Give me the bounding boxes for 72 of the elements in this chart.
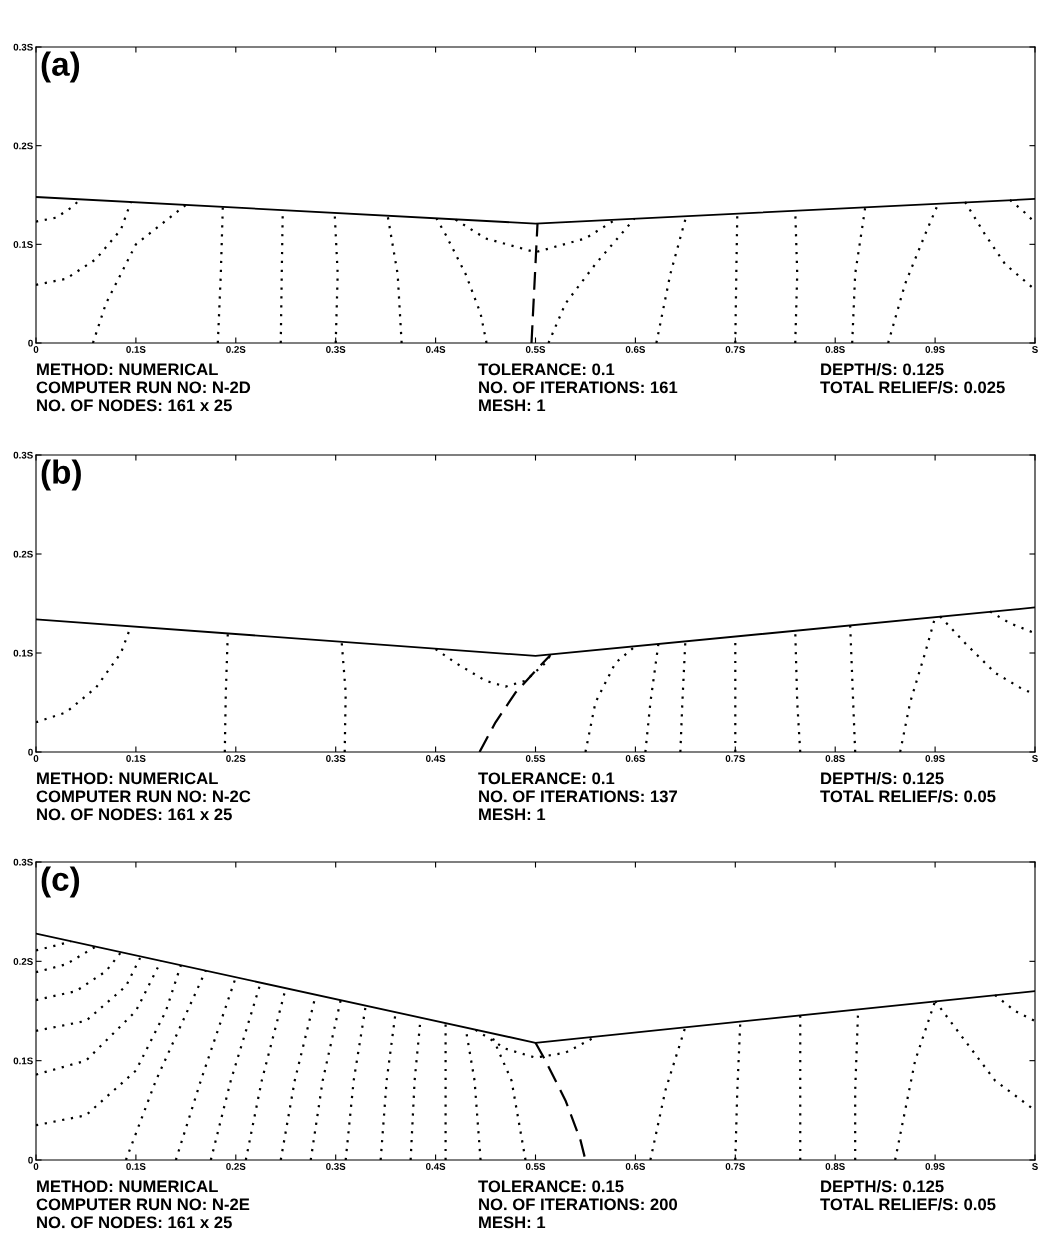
x-tick-label: 0.9S bbox=[925, 1163, 945, 1170]
text: NO. OF ITERATIONS: 200 bbox=[479, 1198, 678, 1211]
y-tick-label: 0.1S bbox=[13, 649, 33, 657]
x-tick-label: 0 bbox=[33, 1163, 39, 1170]
chart-title: (a) bbox=[41, 51, 80, 83]
text: NO. OF NODES: 161 x 25 bbox=[37, 1216, 232, 1229]
x-tick-label: 0.7S bbox=[725, 755, 745, 762]
x-tick-label: 0.9S bbox=[925, 346, 945, 353]
y-tick-label: 0.1S bbox=[13, 241, 33, 248]
text: NO. OF NODES: 161 x 25 bbox=[37, 399, 232, 412]
y-tick-label: 0.3S bbox=[13, 858, 33, 866]
y-tick-label: 0.1S bbox=[13, 1057, 33, 1065]
y-tick-label: 0.3S bbox=[13, 451, 33, 459]
text: TOLERANCE: 0.15 bbox=[478, 1180, 624, 1193]
text: MESH: 1 bbox=[479, 808, 546, 821]
y-tick-label: 0 bbox=[28, 339, 33, 347]
x-tick-label: 0.5S bbox=[525, 1163, 546, 1170]
x-tick-label: S bbox=[1032, 1163, 1038, 1170]
x-tick-label: 0 bbox=[33, 755, 39, 762]
text: NO. OF ITERATIONS: 161 bbox=[479, 381, 678, 394]
y-tick-label: 0 bbox=[28, 748, 33, 756]
text: DEPTH/S: 0.125 bbox=[821, 363, 944, 376]
x-tick-label: 0 bbox=[33, 346, 39, 353]
x-tick-label: 0.3S bbox=[326, 755, 346, 762]
x-tick-label: 0.2S bbox=[226, 1163, 246, 1170]
y-tick-label: 0 bbox=[28, 1156, 33, 1164]
text: TOTAL RELIEF/S: 0.025 bbox=[820, 381, 1005, 394]
x-tick-label: 0.5S bbox=[525, 755, 546, 762]
x-tick-label: S bbox=[1032, 346, 1038, 353]
text: TOTAL RELIEF/S: 0.05 bbox=[820, 1198, 996, 1211]
text: METHOD: NUMERICAL bbox=[37, 772, 218, 785]
x-tick-label: S bbox=[1032, 755, 1038, 762]
x-tick-label: 0.2S bbox=[226, 346, 246, 353]
x-tick-label: 0.3S bbox=[326, 346, 346, 353]
x-tick-label: 0.9S bbox=[925, 755, 945, 762]
text: TOLERANCE: 0.1 bbox=[478, 772, 615, 785]
x-tick-label: 0.6S bbox=[625, 755, 646, 762]
chart-title: (c) bbox=[41, 866, 80, 898]
text: NO. OF ITERATIONS: 137 bbox=[479, 790, 677, 803]
y-tick-label: 0.3S bbox=[13, 43, 33, 51]
x-tick-label: 0.5S bbox=[525, 346, 546, 353]
x-tick-label: 0.3S bbox=[326, 1163, 346, 1170]
x-tick-label: 0.8S bbox=[825, 755, 845, 762]
text: MESH: 1 bbox=[479, 1216, 546, 1229]
x-tick-label: 0.8S bbox=[825, 1163, 845, 1170]
text: COMPUTER RUN NO: N-2E bbox=[36, 1198, 250, 1211]
x-tick-label: 0.6S bbox=[625, 1163, 646, 1170]
text: COMPUTER RUN NO: N-2D bbox=[36, 381, 251, 394]
x-tick-label: 0.2S bbox=[226, 755, 246, 762]
x-tick-label: 0.7S bbox=[725, 346, 745, 353]
x-tick-label: 0.1S bbox=[126, 1163, 146, 1170]
chart-title: (b) bbox=[41, 459, 81, 491]
x-tick-label: 0.4S bbox=[425, 755, 446, 762]
x-tick-label: 0.8S bbox=[825, 346, 845, 353]
text: COMPUTER RUN NO: N-2C bbox=[36, 790, 251, 803]
x-tick-label: 0.1S bbox=[126, 346, 146, 353]
x-tick-label: 0.6S bbox=[625, 346, 646, 353]
text: MESH: 1 bbox=[479, 399, 546, 412]
x-tick-label: 0.4S bbox=[425, 346, 446, 353]
text: METHOD: NUMERICAL bbox=[37, 363, 218, 376]
text: DEPTH/S: 0.125 bbox=[821, 1180, 944, 1193]
text: METHOD: NUMERICAL bbox=[37, 1180, 218, 1193]
text: NO. OF NODES: 161 x 25 bbox=[37, 808, 232, 821]
y-tick-label: 0.2S bbox=[13, 958, 33, 965]
x-tick-label: 0.1S bbox=[126, 755, 146, 762]
text: TOLERANCE: 0.1 bbox=[478, 363, 615, 376]
x-tick-label: 0.7S bbox=[725, 1163, 745, 1170]
y-tick-label: 0.2S bbox=[13, 550, 33, 558]
text: DEPTH/S: 0.125 bbox=[821, 772, 944, 785]
y-tick-label: 0.2S bbox=[13, 142, 33, 150]
x-tick-label: 0.4S bbox=[425, 1163, 446, 1170]
text: TOTAL RELIEF/S: 0.05 bbox=[820, 790, 996, 803]
